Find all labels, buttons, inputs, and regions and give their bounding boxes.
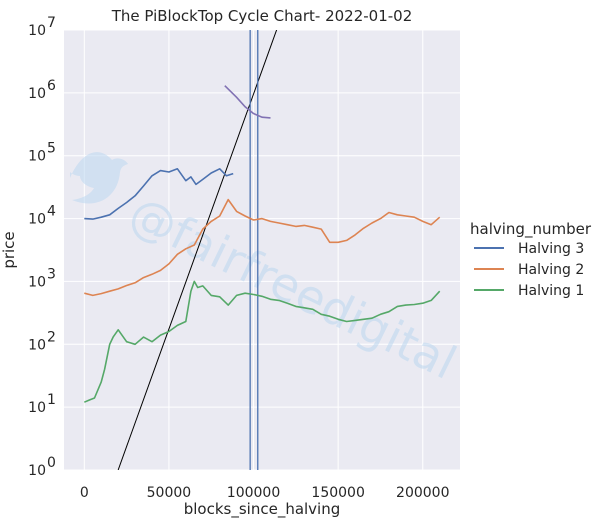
top-curve: [224, 85, 271, 119]
x-axis-label: blocks_since_halving: [184, 500, 341, 519]
legend-title: halving_number: [470, 220, 592, 239]
x-tick-label: 0: [80, 485, 89, 501]
y-tick-exponent: 0: [47, 455, 56, 471]
y-tick-exponent: 1: [47, 392, 56, 408]
plot-area: @fairfreedigital: [64, 29, 465, 471]
y-axis-label: price: [0, 231, 18, 268]
legend: halving_number Halving 3 Halving 2 Halving…: [470, 220, 592, 299]
y-tick-label: 10: [28, 337, 46, 353]
series-line-halving-3: [84, 168, 234, 220]
series-line-halving-2: [84, 198, 441, 297]
x-tick-label: 100000: [227, 485, 280, 501]
plot-lines: [83, 30, 441, 470]
trend-line: [117, 30, 278, 470]
bird-logo-icon: [70, 152, 128, 204]
y-tick-exponent: 5: [47, 141, 56, 157]
series-line-halving-1: [83, 280, 441, 403]
legend-item-label: Halving 3: [518, 241, 584, 257]
legend-item-label: Halving 1: [518, 283, 584, 299]
y-tick-label: 10: [28, 149, 46, 165]
y-tick-label: 10: [28, 86, 46, 102]
y-tick-exponent: 4: [47, 204, 56, 220]
y-tick-exponent: 6: [47, 78, 56, 94]
y-tick-exponent: 2: [47, 329, 56, 345]
y-tick-label: 10: [28, 400, 46, 416]
plot-background: [64, 30, 460, 470]
y-tick-label: 10: [28, 274, 46, 290]
y-tick-label: 10: [28, 212, 46, 228]
y-tick-exponent: 7: [47, 15, 56, 31]
x-axis-ticks: 0 50000 100000 150000 200000: [80, 485, 450, 501]
chart-title: The PiBlockTop Cycle Chart- 2022-01-02: [111, 7, 413, 25]
y-tick-label: 10: [28, 23, 46, 39]
x-tick-label: 200000: [396, 485, 449, 501]
y-tick-label: 10: [28, 463, 46, 479]
x-tick-label: 50000: [147, 485, 192, 501]
y-tick-exponent: 3: [47, 266, 56, 282]
legend-item-label: Halving 2: [518, 262, 584, 278]
x-tick-label: 150000: [311, 485, 364, 501]
